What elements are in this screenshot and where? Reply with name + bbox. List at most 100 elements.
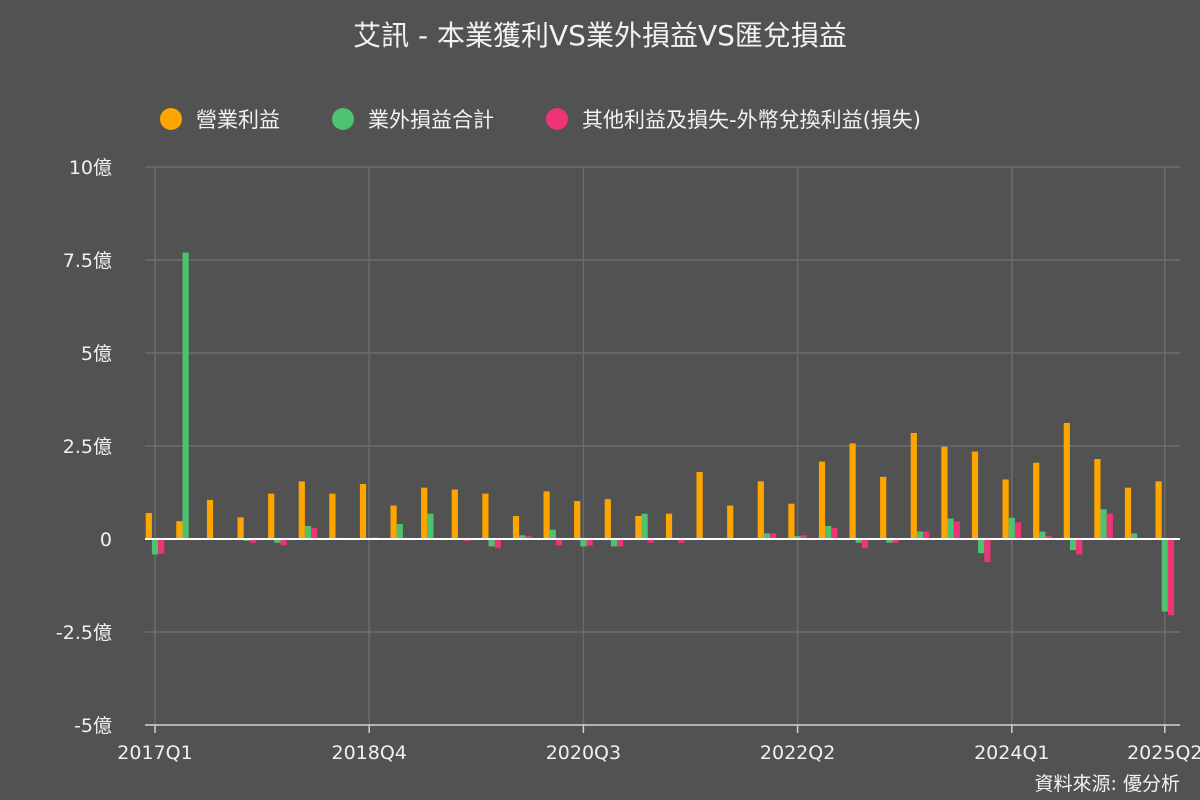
bar-operating[interactable] (176, 521, 183, 539)
bar-operating[interactable] (604, 499, 611, 539)
bar-nonop[interactable] (794, 536, 801, 539)
legend-item-fx[interactable]: 其他利益及損失-外幣兌換利益(損失) (546, 104, 921, 134)
bar-nonop[interactable] (1008, 517, 1015, 539)
bar-fx[interactable] (1045, 536, 1052, 539)
x-tick-label: 2024Q1 (974, 742, 1049, 764)
bar-fx[interactable] (1076, 539, 1083, 555)
bar-fx[interactable] (494, 539, 501, 549)
legend-dot-fx (546, 108, 568, 130)
bar-operating[interactable] (757, 481, 764, 539)
bar-operating[interactable] (1002, 479, 1009, 539)
bar-nonop[interactable] (488, 539, 495, 547)
bar-fx[interactable] (678, 539, 685, 543)
bar-operating[interactable] (237, 517, 244, 539)
bar-operating[interactable] (574, 501, 581, 539)
bar-nonop[interactable] (304, 525, 312, 539)
bar-nonop[interactable] (519, 535, 526, 539)
bar-operating[interactable] (329, 493, 336, 539)
bar-fx[interactable] (586, 539, 593, 546)
bar-operating[interactable] (1094, 459, 1101, 539)
bar-operating[interactable] (512, 515, 520, 539)
bar-operating[interactable] (268, 493, 275, 539)
legend-label-operating: 營業利益 (196, 108, 280, 132)
bar-operating[interactable] (206, 499, 214, 539)
bar-nonop[interactable] (855, 539, 862, 543)
chart-title: 艾訊 - 本業獲利VS業外損益VS匯兌損益 (353, 19, 847, 52)
bar-nonop[interactable] (1039, 531, 1046, 539)
bar-fx[interactable] (525, 536, 532, 539)
bar-fx[interactable] (1106, 513, 1113, 539)
bar-fx[interactable] (280, 539, 287, 546)
bar-fx[interactable] (249, 539, 257, 543)
bar-operating[interactable] (818, 461, 826, 539)
bar-fx[interactable] (953, 521, 960, 539)
bar-nonop[interactable] (396, 524, 403, 539)
legend-label-fx: 其他利益及損失-外幣兌換利益(損失) (582, 108, 921, 132)
bar-nonop[interactable] (825, 525, 832, 539)
bar-nonop[interactable] (549, 529, 556, 539)
bar-operating[interactable] (910, 432, 917, 539)
bar-operating[interactable] (451, 489, 458, 539)
legend-label-nonop: 業外損益合計 (368, 108, 494, 132)
bar-fx[interactable] (1014, 522, 1022, 539)
bar-nonop[interactable] (151, 539, 159, 555)
bar-fx[interactable] (892, 539, 899, 543)
legend-dot-operating (160, 108, 182, 130)
bar-operating[interactable] (941, 446, 948, 539)
bar-operating[interactable] (971, 451, 979, 539)
bar-nonop[interactable] (916, 531, 924, 539)
legend-item-operating[interactable]: 營業利益 (160, 104, 280, 134)
bar-nonop[interactable] (763, 533, 771, 539)
y-tick-label: 0 (100, 529, 112, 551)
x-tick-label: 2017Q1 (117, 742, 192, 764)
bar-nonop[interactable] (947, 518, 954, 539)
bar-fx[interactable] (1167, 539, 1175, 616)
bar-fx[interactable] (647, 539, 654, 543)
bar-nonop[interactable] (427, 513, 434, 539)
legend-item-nonop[interactable]: 業外損益合計 (332, 104, 494, 134)
bar-nonop[interactable] (274, 539, 281, 543)
bar-operating[interactable] (880, 476, 887, 539)
bar-fx[interactable] (158, 539, 165, 554)
bar-nonop[interactable] (580, 539, 587, 547)
bar-nonop[interactable] (610, 539, 618, 547)
bar-nonop[interactable] (886, 539, 893, 543)
bar-operating[interactable] (727, 505, 734, 539)
bar-operating[interactable] (543, 491, 550, 539)
bar-operating[interactable] (696, 472, 703, 539)
bar-fx[interactable] (617, 539, 624, 547)
bar-nonop[interactable] (1069, 539, 1077, 551)
y-tick-label: 7.5億 (63, 250, 112, 272)
bar-nonop[interactable] (182, 252, 189, 539)
bar-operating[interactable] (1033, 462, 1040, 539)
bar-fx[interactable] (555, 539, 563, 546)
bar-fx[interactable] (800, 535, 807, 539)
bar-fx[interactable] (984, 539, 991, 563)
bar-operating[interactable] (665, 513, 673, 539)
bar-operating[interactable] (482, 493, 489, 539)
bar-nonop[interactable] (1161, 539, 1168, 612)
bar-fx[interactable] (861, 539, 869, 549)
bar-operating[interactable] (298, 481, 305, 539)
bar-fx[interactable] (311, 527, 318, 539)
bar-fx[interactable] (831, 527, 838, 539)
bar-operating[interactable] (1124, 487, 1132, 539)
bar-operating[interactable] (849, 443, 856, 539)
bar-nonop[interactable] (978, 539, 985, 554)
bar-fx[interactable] (770, 533, 777, 539)
bar-nonop[interactable] (641, 513, 648, 539)
bar-operating[interactable] (359, 483, 367, 539)
bar-nonop[interactable] (1131, 533, 1138, 539)
legend-dot-nonop (332, 108, 354, 130)
bar-operating[interactable] (1063, 422, 1070, 539)
bar-nonop[interactable] (1100, 509, 1107, 539)
bar-operating[interactable] (1155, 481, 1162, 539)
bar-operating[interactable] (390, 505, 397, 539)
bar-operating[interactable] (635, 515, 642, 539)
bar-operating[interactable] (145, 512, 152, 539)
bar-fx[interactable] (923, 531, 930, 539)
bar-operating[interactable] (421, 487, 428, 539)
bar-operating[interactable] (788, 503, 795, 539)
y-tick-label: 2.5億 (63, 436, 112, 458)
